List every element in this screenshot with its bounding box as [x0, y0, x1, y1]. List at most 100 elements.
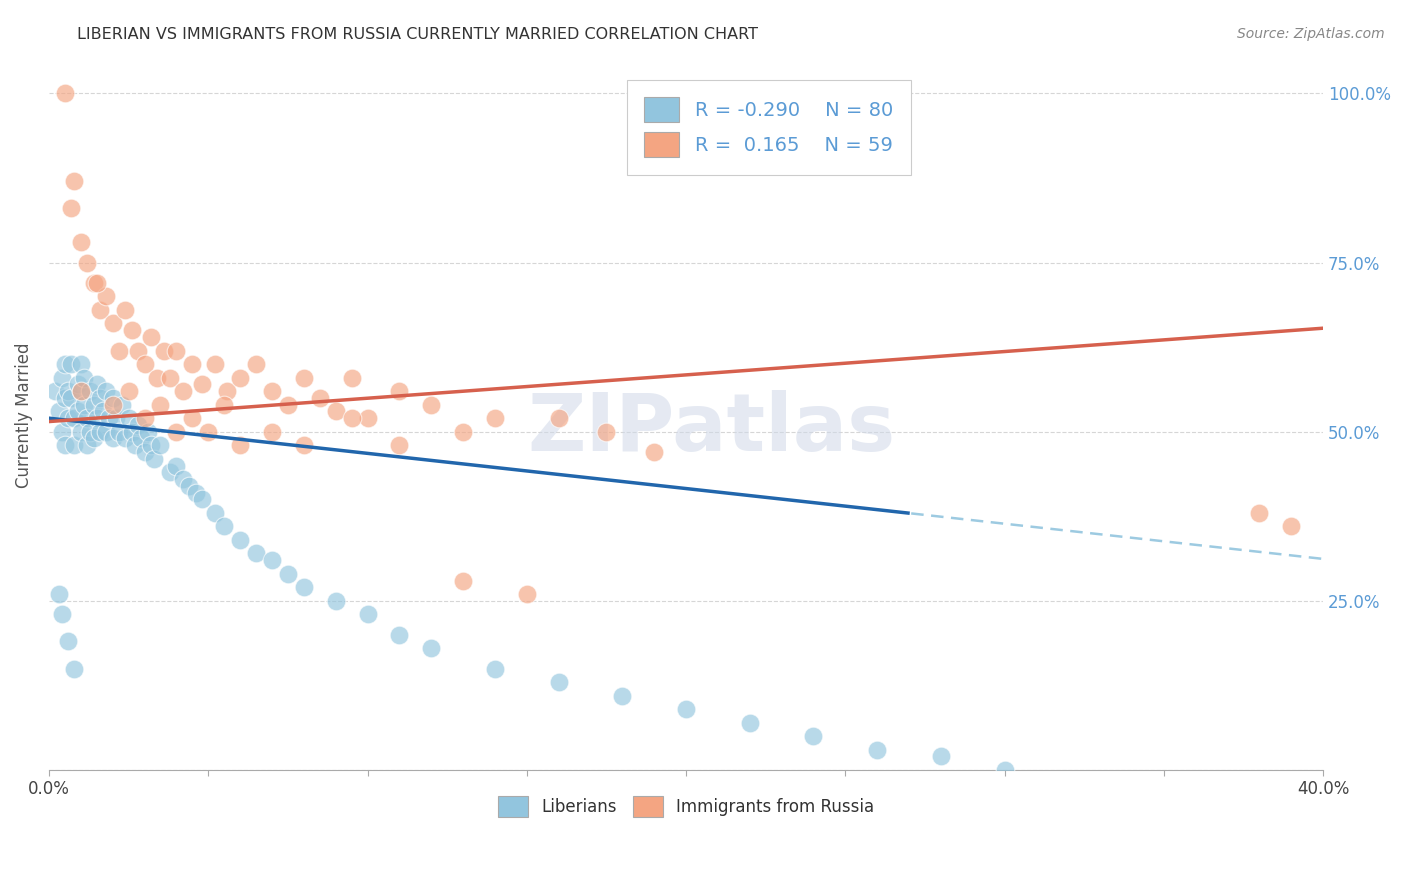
Point — [56, 634, 79, 648]
Point — [165, 343, 187, 358]
Point — [229, 370, 252, 384]
Point — [63, 411, 86, 425]
Point — [197, 425, 219, 439]
Point — [547, 411, 569, 425]
Point — [181, 357, 204, 371]
Point — [212, 519, 235, 533]
Point — [217, 384, 239, 398]
Point — [108, 425, 131, 439]
Point — [66, 377, 89, 392]
Point — [60, 202, 83, 216]
Point — [229, 438, 252, 452]
Point — [165, 425, 187, 439]
Point — [69, 235, 91, 250]
Point — [388, 628, 411, 642]
Point — [60, 357, 83, 371]
Point — [152, 343, 174, 358]
Point — [56, 384, 79, 398]
Point — [245, 547, 267, 561]
Point — [643, 445, 665, 459]
Point — [204, 506, 226, 520]
Point — [340, 370, 363, 384]
Point — [101, 432, 124, 446]
Point — [53, 357, 76, 371]
Point — [83, 432, 105, 446]
Point — [229, 533, 252, 547]
Text: LIBERIAN VS IMMIGRANTS FROM RUSSIA CURRENTLY MARRIED CORRELATION CHART: LIBERIAN VS IMMIGRANTS FROM RUSSIA CURRE… — [77, 27, 758, 42]
Point — [86, 276, 108, 290]
Point — [101, 398, 124, 412]
Point — [69, 357, 91, 371]
Point — [595, 425, 617, 439]
Point — [484, 411, 506, 425]
Point — [98, 411, 121, 425]
Point — [325, 404, 347, 418]
Point — [260, 425, 283, 439]
Point — [76, 438, 98, 452]
Point — [181, 411, 204, 425]
Point — [121, 425, 143, 439]
Point — [165, 458, 187, 473]
Point — [101, 391, 124, 405]
Point — [179, 479, 201, 493]
Point — [117, 411, 139, 425]
Point — [260, 553, 283, 567]
Point — [53, 391, 76, 405]
Point — [994, 763, 1017, 777]
Point — [547, 675, 569, 690]
Point — [53, 438, 76, 452]
Point — [117, 384, 139, 398]
Point — [83, 398, 105, 412]
Point — [292, 580, 315, 594]
Point — [86, 377, 108, 392]
Point — [356, 607, 378, 622]
Point — [172, 472, 194, 486]
Point — [172, 384, 194, 398]
Point — [127, 343, 149, 358]
Point — [44, 384, 66, 398]
Point — [260, 384, 283, 398]
Point — [89, 302, 111, 317]
Point — [76, 255, 98, 269]
Point — [134, 357, 156, 371]
Point — [292, 370, 315, 384]
Point — [866, 742, 889, 756]
Point — [63, 174, 86, 188]
Point — [277, 566, 299, 581]
Point — [96, 425, 118, 439]
Point — [184, 485, 207, 500]
Point — [69, 384, 91, 398]
Y-axis label: Currently Married: Currently Married — [15, 342, 32, 488]
Point — [121, 323, 143, 337]
Point — [91, 404, 114, 418]
Point — [114, 302, 136, 317]
Text: Source: ZipAtlas.com: Source: ZipAtlas.com — [1237, 27, 1385, 41]
Point — [451, 425, 474, 439]
Point — [277, 398, 299, 412]
Point — [245, 357, 267, 371]
Point — [204, 357, 226, 371]
Point — [73, 398, 96, 412]
Point — [56, 411, 79, 425]
Point — [451, 574, 474, 588]
Point — [191, 492, 214, 507]
Point — [104, 411, 127, 425]
Point — [143, 451, 166, 466]
Point — [134, 445, 156, 459]
Point — [48, 404, 70, 418]
Point — [136, 425, 159, 439]
Point — [612, 689, 634, 703]
Point — [149, 438, 172, 452]
Point — [675, 702, 697, 716]
Point — [738, 715, 761, 730]
Point — [388, 384, 411, 398]
Point — [124, 438, 146, 452]
Point — [325, 594, 347, 608]
Point — [191, 377, 214, 392]
Point — [159, 370, 181, 384]
Point — [51, 425, 73, 439]
Point — [356, 411, 378, 425]
Point — [149, 398, 172, 412]
Point — [340, 411, 363, 425]
Point — [63, 661, 86, 675]
